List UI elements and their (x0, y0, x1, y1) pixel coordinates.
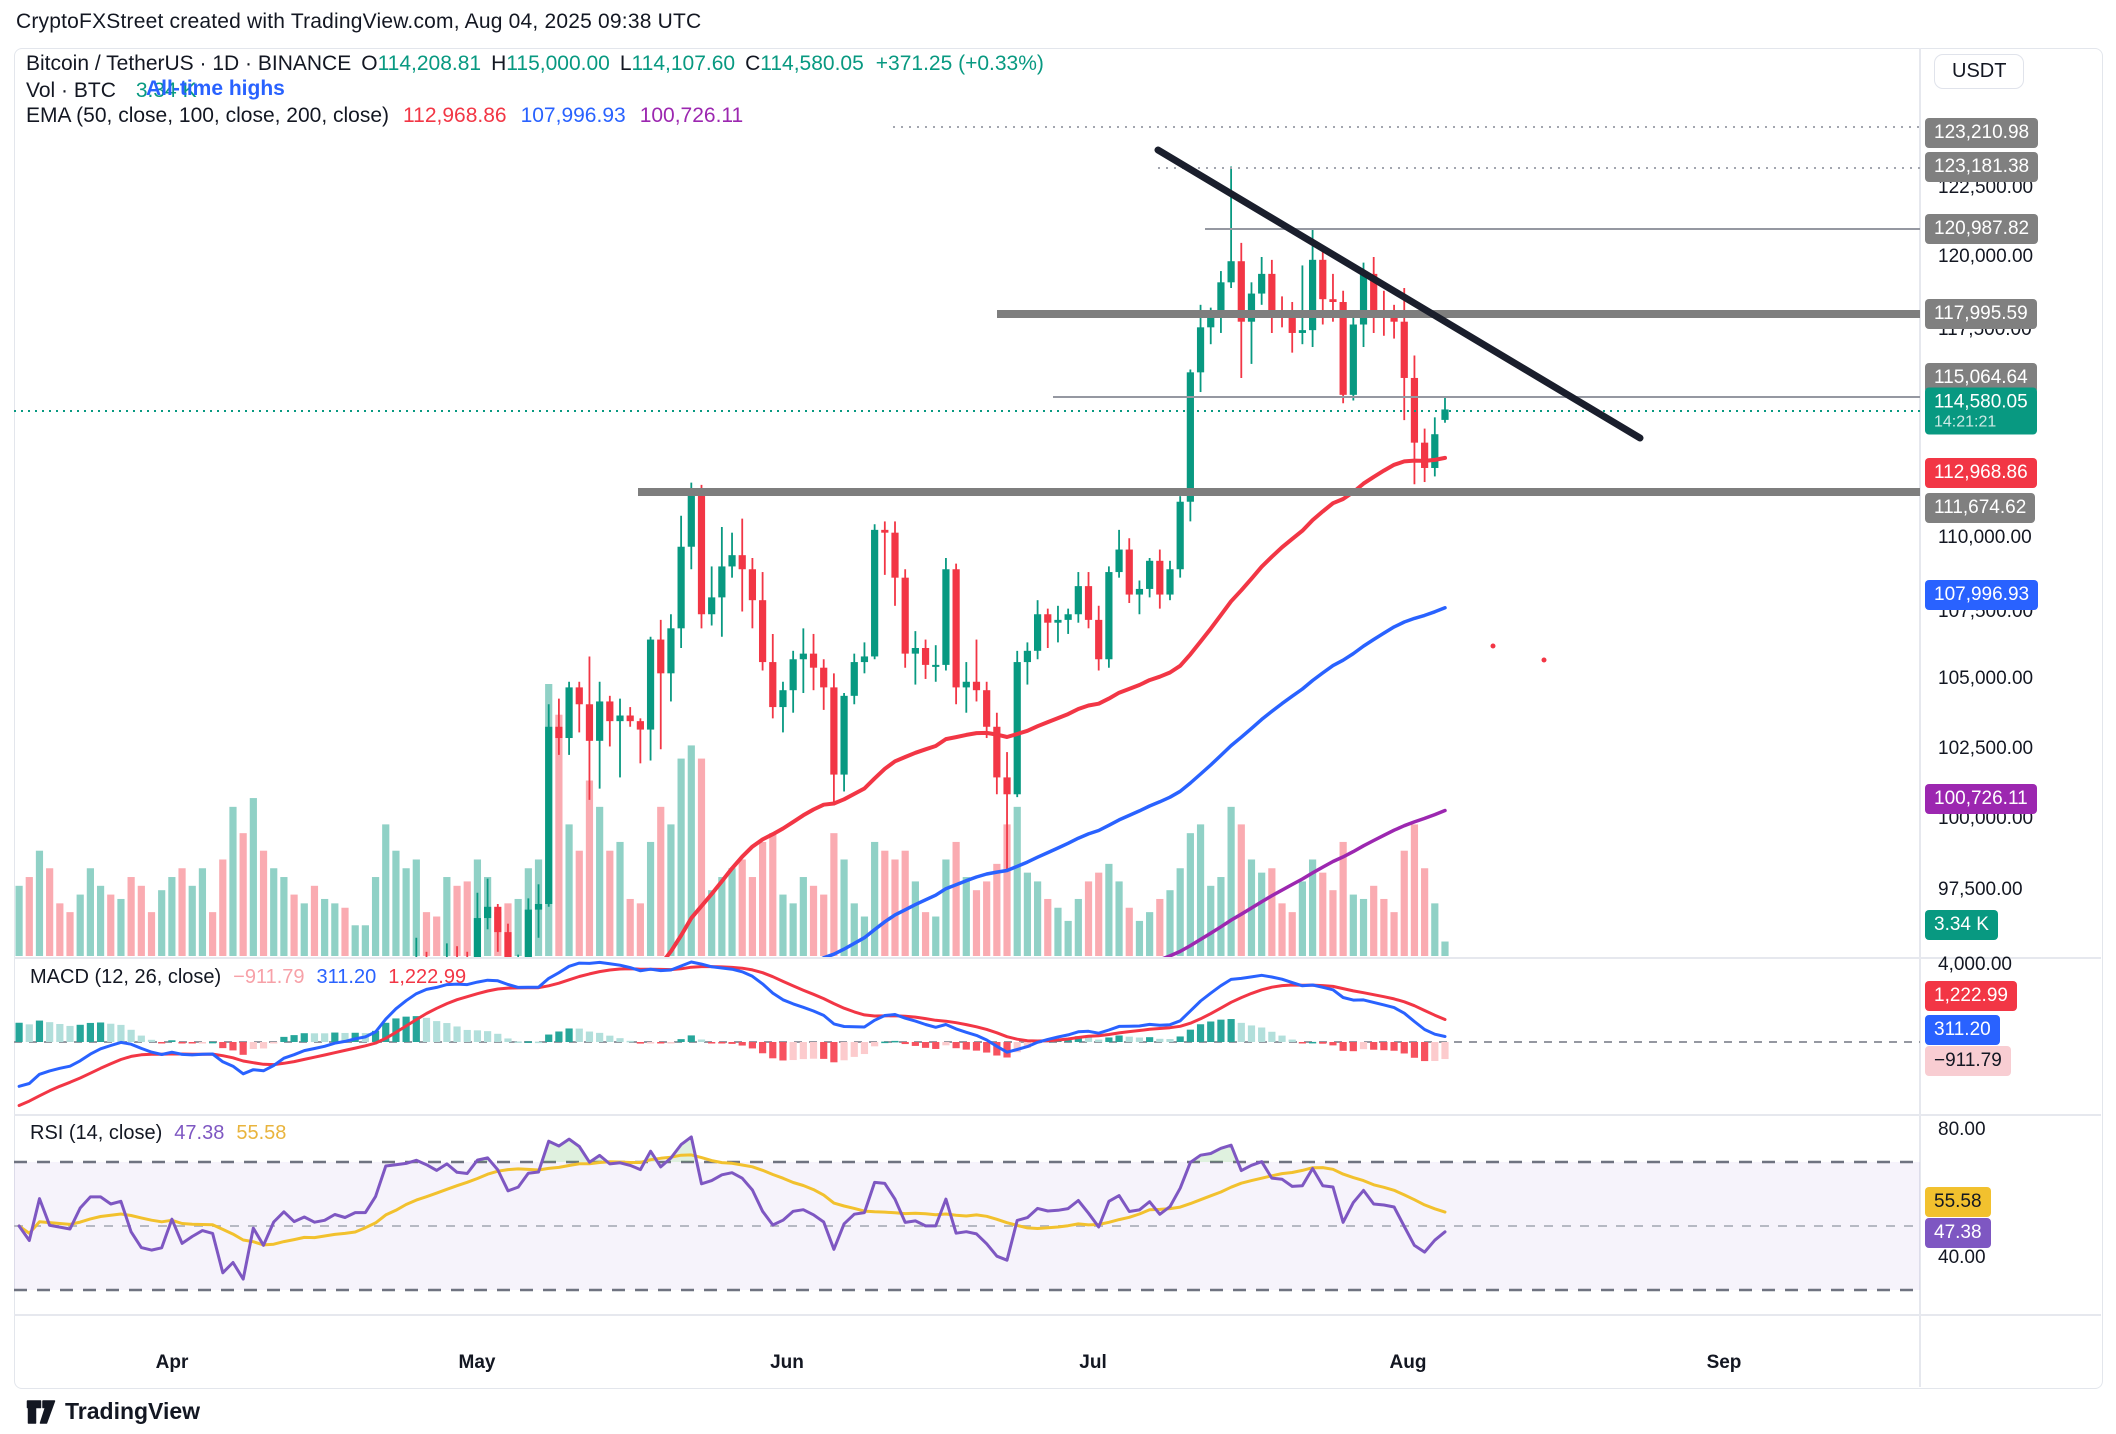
macd-value-0: −911.79 (233, 966, 305, 988)
ema-100-line (821, 606, 1447, 957)
ema-values: 112,968.86 107,996.93 100,726.11 (389, 104, 743, 127)
volume-value: 3.34 K (135, 79, 197, 102)
change-value: +371.25 (+0.33%) (875, 52, 1044, 75)
axis-price-badge: −911.79 (1925, 1046, 2011, 1076)
ema-label: EMA (50, close, 100, close, 200, close) (26, 104, 390, 127)
axis-price-badge: 111,674.62 (1925, 493, 2036, 523)
month-label-jul: Jul (1079, 1352, 1107, 1373)
rsi-line (17, 1135, 1447, 1281)
tradingview-logo-icon (26, 1399, 56, 1424)
symbol-legend-row: Bitcoin / TetherUS · 1D · BINANCE O114,20… (26, 52, 1044, 76)
ema-value-0: 112,968.86 (403, 104, 507, 127)
macd-values: −911.79 311.20 1,222.99 (221, 966, 466, 988)
rsi-overbought-fill (1190, 1145, 1238, 1162)
axis-label: 97,500.00 (1938, 879, 2023, 900)
axis-label: 120,000.00 (1938, 246, 2034, 267)
ohlc-pair: C114,580.05 (745, 52, 864, 75)
axis-price-badge: 112,968.86 (1925, 458, 2037, 488)
ohlc-pair: H115,000.00 (491, 52, 610, 75)
ohlc-values: O114,208.81 H115,000.00 L114,107.60 C114,58… (351, 52, 864, 75)
rsi-legend-row: RSI (14, close) 47.38 55.58 (30, 1122, 286, 1145)
month-label-aug: Aug (1389, 1352, 1427, 1373)
volume-label: Vol · BTC (26, 79, 116, 102)
axis-label: 4,000.00 (1938, 954, 2012, 975)
candlestick-series (415, 166, 1449, 957)
month-label-may: May (458, 1352, 496, 1373)
rsi-value-0: 47.38 (174, 1122, 225, 1144)
rsi-label: RSI (14, close) (30, 1122, 163, 1144)
axis-label: 110,000.00 (1938, 527, 2032, 548)
axis-price-badge: 100,726.11 (1925, 784, 2037, 814)
axis-price-badge: 1,222.99 (1925, 981, 2017, 1011)
bar-countdown: 14:21:21 (1934, 413, 1997, 431)
rsi-ma-line (17, 1153, 1447, 1247)
macd-line (17, 960, 1447, 1088)
macd-value-2: 1,222.99 (388, 966, 467, 988)
axis-price-badge: 114,580.05 14:21:21 (1925, 387, 2037, 435)
axis-price-badge: 123,181.38 (1925, 152, 2039, 182)
axis-price-badge: 311.20 (1925, 1015, 2000, 1045)
ema-value-2: 100,726.11 (639, 104, 744, 127)
axis-price-badge: 47.38 (1925, 1218, 1991, 1248)
macd-histogram (15, 1016, 1449, 1063)
currency-button[interactable]: USDT (1934, 54, 2025, 89)
ohlc-pair: O114,208.81 (361, 52, 482, 75)
axis-price-badge: 120,987.82 (1925, 214, 2039, 244)
month-label-sep: Sep (1706, 1352, 1742, 1373)
drawing-artifact (1541, 657, 1547, 663)
ema-200-line (1162, 808, 1447, 957)
month-label-jun: Jun (770, 1352, 804, 1373)
macd-label: MACD (12, 26, close) (30, 966, 222, 988)
macd-legend-row: MACD (12, 26, close) −911.79 311.20 1,222.9… (30, 966, 466, 989)
month-label-apr: Apr (155, 1352, 189, 1373)
axis-price-badge: 107,996.93 (1925, 580, 2039, 610)
axis-price-badge: 55.58 (1925, 1187, 1991, 1217)
macd-signal-line (17, 965, 1447, 1107)
ohlc-pair: L114,107.60 (619, 52, 736, 75)
rsi-value-1: 55.58 (236, 1122, 287, 1144)
volume-series (15, 684, 1449, 956)
axis-price-badge: 3.34 K (1925, 910, 1998, 940)
axis-label: 105,000.00 (1938, 668, 2034, 689)
drawing-artifact (1490, 643, 1496, 649)
axis-price-badge: 117,995.59 (1925, 299, 2037, 329)
rsi-values: 47.38 55.58 (162, 1122, 286, 1144)
symbol-title[interactable]: Bitcoin / TetherUS · 1D · BINANCE (26, 52, 352, 75)
ema-legend-row: EMA (50, close, 100, close, 200, close) 1… (26, 104, 743, 128)
axis-label: 80.00 (1938, 1119, 1986, 1140)
axis-label: 40.00 (1938, 1247, 1986, 1268)
tradingview-brand-text: TradingView (65, 1398, 201, 1424)
volume-legend-row: Vol · BTC 3.34 K (26, 79, 197, 103)
axis-price-badge: 123,210.98 (1925, 118, 2039, 148)
ath-drawing-label[interactable]: All-time highs (146, 77, 285, 100)
ema-50-line (664, 455, 1447, 957)
descending-trendline[interactable] (1154, 146, 1644, 442)
macd-value-1: 311.20 (316, 966, 377, 988)
attribution-text: CryptoFXStreet created with TradingView.… (16, 10, 702, 33)
tradingview-brand[interactable]: TradingView (26, 1398, 200, 1425)
axis-label: 122,500.00 (1938, 177, 2034, 198)
ema-value-1: 107,996.93 (520, 104, 626, 127)
axis-label: 102,500.00 (1938, 738, 2034, 759)
